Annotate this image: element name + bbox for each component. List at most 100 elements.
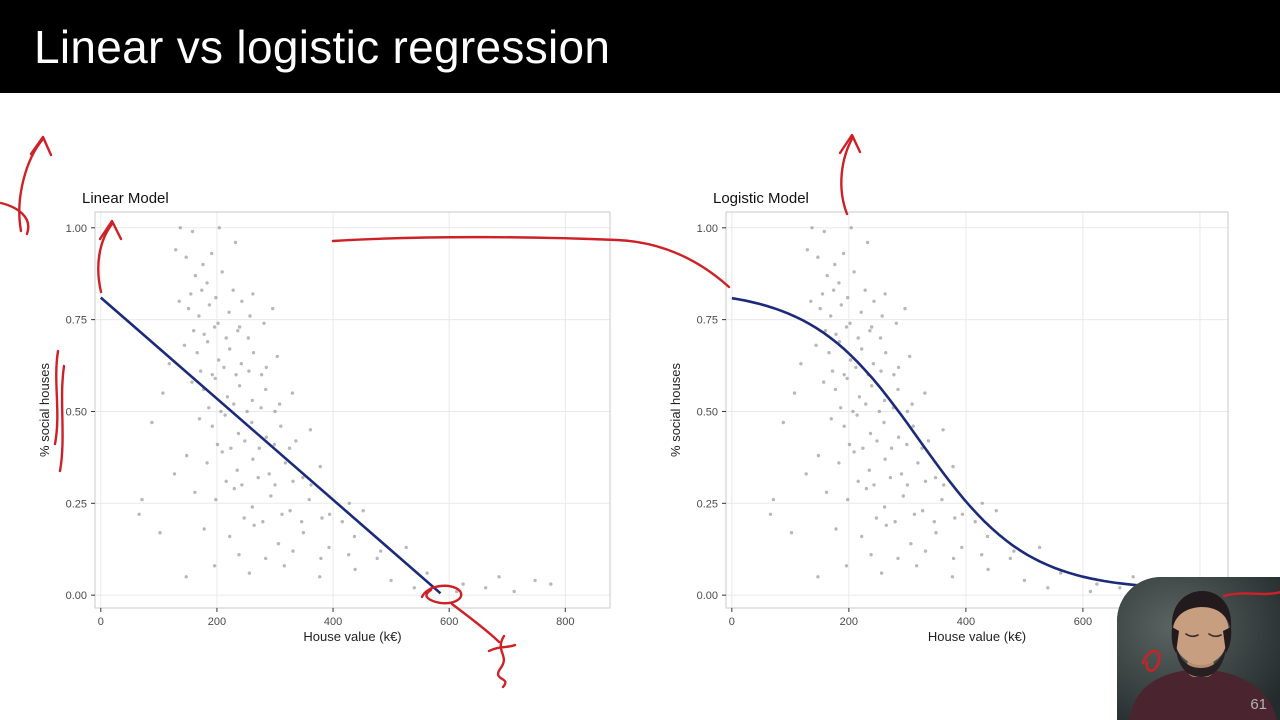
data-point — [202, 527, 206, 531]
data-point — [233, 240, 238, 245]
data-point — [950, 575, 955, 579]
data-point — [923, 549, 928, 553]
data-point — [882, 398, 887, 403]
data-point — [512, 589, 516, 594]
data-point — [178, 226, 182, 230]
data-point — [308, 428, 313, 432]
data-point — [282, 564, 286, 568]
y-tick-label: 0.75 — [66, 315, 87, 327]
data-point — [883, 457, 887, 461]
x-tick-label: 200 — [208, 616, 226, 628]
data-point — [1008, 556, 1012, 561]
data-point — [279, 424, 283, 428]
data-point — [220, 450, 224, 454]
data-point — [184, 575, 188, 579]
data-point — [224, 336, 228, 340]
data-point — [822, 380, 826, 384]
data-point — [879, 369, 883, 373]
data-point — [940, 497, 944, 502]
data-point — [842, 424, 846, 428]
data-point — [985, 534, 990, 539]
data-point — [262, 321, 266, 325]
data-point — [980, 501, 984, 505]
webcam-overlay — [1117, 577, 1280, 720]
data-point — [280, 512, 284, 516]
data-point — [549, 582, 553, 586]
data-point — [851, 409, 855, 414]
data-point — [901, 494, 905, 498]
data-point — [799, 362, 803, 366]
data-point — [231, 288, 235, 292]
data-point — [994, 509, 998, 513]
data-point — [855, 413, 859, 417]
data-point — [309, 483, 313, 487]
data-point — [229, 446, 233, 450]
data-point — [832, 288, 836, 292]
data-point — [158, 531, 162, 535]
data-point — [353, 567, 357, 572]
data-point — [256, 475, 260, 480]
data-point — [318, 464, 322, 469]
data-point — [497, 575, 501, 579]
panel-background — [95, 212, 610, 608]
data-point — [272, 442, 277, 447]
slide-title: Linear vs logistic regression — [34, 20, 611, 73]
data-point — [882, 420, 886, 425]
data-point — [347, 501, 351, 505]
data-point — [205, 281, 209, 285]
data-point — [251, 292, 255, 296]
data-point — [189, 292, 193, 296]
data-point — [910, 402, 914, 406]
panel-border — [725, 211, 1229, 609]
data-point — [243, 439, 247, 443]
data-point — [820, 292, 825, 296]
data-point — [870, 325, 874, 329]
data-point — [319, 556, 323, 561]
data-point — [240, 299, 244, 303]
x-axis-title: House value (k€) — [303, 629, 401, 644]
data-point — [232, 402, 236, 406]
presenter-head — [1173, 601, 1229, 665]
data-point — [247, 571, 252, 575]
data-point — [207, 303, 212, 307]
data-point — [195, 351, 199, 355]
x-tick-label: 600 — [1074, 616, 1092, 628]
data-point — [926, 439, 931, 443]
data-point — [892, 373, 896, 377]
data-point — [250, 420, 254, 425]
data-point — [307, 497, 311, 502]
data-point — [404, 545, 408, 550]
data-point — [829, 314, 833, 318]
data-point — [242, 516, 246, 520]
x-tick-label: 800 — [556, 616, 574, 628]
data-point — [1088, 589, 1093, 594]
data-point — [167, 362, 171, 366]
data-point — [267, 472, 271, 476]
data-point — [190, 229, 195, 234]
data-point — [277, 402, 282, 406]
data-point — [228, 347, 232, 351]
data-point — [896, 365, 901, 370]
data-point — [865, 240, 870, 245]
data-point — [273, 409, 277, 414]
data-point — [210, 373, 214, 377]
data-point — [933, 475, 938, 480]
data-point — [213, 376, 217, 381]
data-point — [291, 479, 295, 483]
data-point — [259, 373, 264, 377]
data-point — [261, 520, 265, 524]
data-point — [842, 373, 846, 377]
data-point — [375, 556, 379, 561]
data-point — [273, 483, 277, 487]
presenter-body — [1129, 669, 1277, 720]
data-point — [818, 306, 822, 311]
data-point — [833, 262, 837, 267]
data-point — [849, 226, 853, 230]
y-axis-title: % social houses — [668, 363, 683, 457]
data-point — [217, 358, 221, 362]
data-point — [275, 354, 279, 359]
y-tick-label: 0.00 — [697, 590, 718, 602]
data-point — [863, 288, 867, 292]
data-point — [920, 446, 924, 450]
data-point — [848, 358, 853, 362]
